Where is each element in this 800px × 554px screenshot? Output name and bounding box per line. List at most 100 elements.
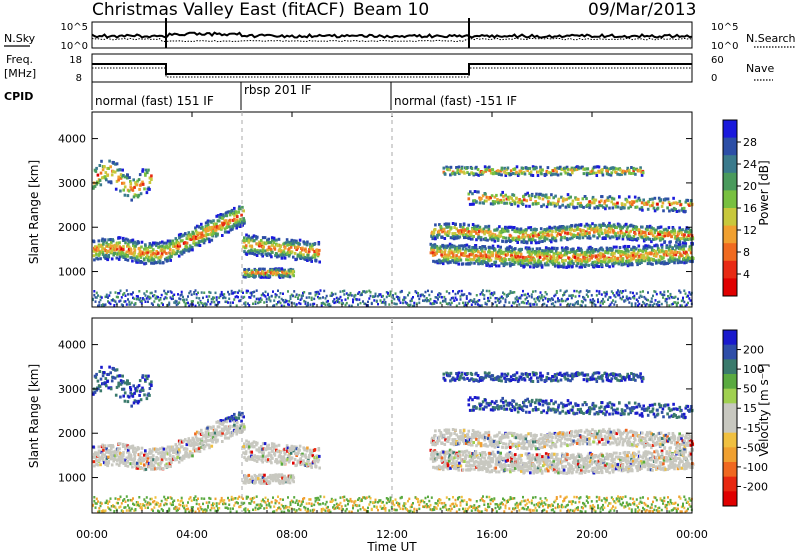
cpid-mode-1: normal (fast) 151 IF: [95, 94, 214, 108]
power-cell: [576, 249, 579, 253]
power-cell: [680, 260, 684, 264]
power-cell: [646, 207, 650, 211]
power-cell: [646, 228, 649, 232]
power-cell: [169, 258, 172, 262]
power-cell: [525, 228, 528, 232]
power-cell: [645, 244, 648, 248]
power-cell: [309, 292, 312, 295]
power-cell: [541, 234, 545, 238]
power-cell: [221, 216, 224, 220]
power-cell: [508, 301, 511, 304]
power-cell: [613, 257, 617, 261]
power-cell: [110, 173, 114, 177]
power-cell: [489, 258, 493, 262]
power-cell: [212, 230, 215, 234]
power-cell: [144, 300, 147, 303]
power-cell: [528, 204, 531, 208]
power-cell: [250, 244, 253, 248]
power-cell: [677, 297, 679, 301]
nsky-tick-top: 10^5: [61, 22, 88, 33]
power-cell: [570, 225, 573, 229]
power-cell: [131, 188, 135, 192]
power-cell: [530, 296, 533, 299]
power-cell: [384, 301, 387, 304]
power-cell: [454, 292, 457, 296]
power-cell: [198, 303, 201, 307]
nsearch-label: N.Search: [746, 32, 796, 45]
power-cell: [259, 273, 263, 277]
power-cell: [124, 237, 128, 241]
power-cell: [501, 239, 504, 243]
power-cell: [275, 238, 278, 242]
power-cell: [154, 254, 157, 258]
velocity-cell: [144, 467, 148, 471]
power-cell: [295, 257, 298, 261]
power-cell: [104, 257, 107, 260]
power-cell: [629, 224, 633, 227]
power-cell: [389, 290, 392, 293]
power-cell: [523, 258, 526, 262]
velocity-cell: [177, 448, 181, 452]
power-cell: [530, 250, 534, 254]
power-cell: [440, 235, 443, 239]
power-cell: [242, 217, 245, 221]
power-cell: [621, 263, 625, 267]
power-cell: [237, 210, 241, 214]
power-cell: [243, 273, 247, 276]
power-cell: [458, 302, 461, 305]
power-cell: [132, 178, 135, 182]
power-cell: [111, 247, 115, 251]
power-cell: [104, 253, 108, 257]
power-cell: [599, 254, 603, 258]
power-cell: [479, 238, 483, 242]
power-cell: [360, 293, 363, 296]
power-cell: [588, 227, 592, 230]
power-cell: [470, 303, 473, 306]
power-cell: [251, 252, 255, 255]
power-cell: [500, 231, 503, 235]
power-cell: [472, 258, 476, 261]
power-cell: [605, 204, 608, 208]
power-cell: [456, 168, 459, 172]
power-cell: [465, 258, 468, 262]
power-cell: [651, 237, 655, 241]
power-colorbar-tick-6: 28: [743, 136, 757, 149]
power-cell: [102, 165, 106, 168]
nave-tick-bottom: 0: [711, 73, 717, 84]
power-cell: [365, 290, 368, 293]
power-cell: [490, 238, 494, 242]
power-cell: [241, 223, 244, 227]
power-cell: [442, 228, 446, 232]
power-cell: [182, 295, 184, 299]
power-cell: [528, 253, 532, 256]
power-cell: [98, 178, 102, 182]
power-cell: [525, 240, 529, 244]
power-cell: [610, 235, 614, 239]
power-cell: [183, 298, 186, 302]
power-cell: [110, 241, 113, 244]
power-cell: [661, 249, 664, 253]
power-cell: [616, 205, 620, 209]
power-cell: [451, 232, 454, 236]
power-cell: [608, 265, 611, 269]
nsearch-line: [91, 37, 693, 43]
power-cell: [152, 303, 154, 306]
power-cell: [462, 223, 466, 227]
power-cell: [572, 205, 575, 209]
power-cell: [655, 228, 658, 232]
power-cell: [577, 223, 581, 227]
power-cell: [400, 290, 403, 293]
power-cell: [666, 231, 669, 235]
power-cell: [106, 258, 109, 262]
power-cell: [521, 255, 525, 259]
power-cell: [189, 303, 192, 306]
power-cell: [617, 231, 620, 235]
power-cell: [648, 224, 652, 228]
power-cell: [277, 237, 281, 241]
power-cell: [245, 239, 248, 243]
power-cell: [606, 262, 609, 266]
power-cell: [295, 239, 298, 243]
power-cell: [559, 233, 562, 236]
power-cell: [535, 228, 538, 232]
power-cell: [267, 241, 271, 245]
